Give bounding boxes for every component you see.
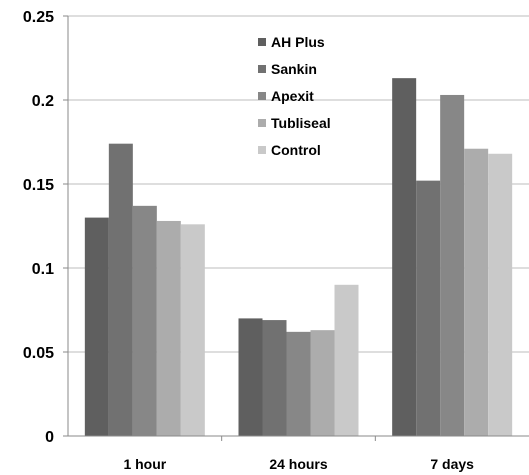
- bar: [84, 217, 109, 436]
- legend: AH Plus Sankin Apexit Tubliseal Control: [258, 34, 331, 158]
- bar: [334, 284, 359, 436]
- x-category-label: 7 days: [430, 456, 474, 472]
- y-tick-label: 0.1: [32, 261, 54, 278]
- legend-swatch: [258, 119, 266, 127]
- y-tick-label: 0: [45, 429, 54, 446]
- axes: [63, 15, 529, 441]
- y-tick-label: 0.2: [32, 93, 54, 110]
- bar: [416, 180, 441, 436]
- legend-label: Apexit: [271, 88, 314, 104]
- y-tick-label: 0.05: [23, 345, 54, 362]
- bar: [464, 148, 489, 436]
- bar: [156, 220, 181, 436]
- bar: [440, 94, 465, 437]
- y-tick-labels: 0 0.05 0.1 0.15 0.2 0.25: [23, 9, 54, 446]
- legend-label: AH Plus: [271, 34, 325, 50]
- bar: [392, 78, 417, 436]
- bar: [108, 143, 133, 436]
- legend-label: Tubliseal: [271, 115, 331, 131]
- bar: [310, 330, 335, 436]
- bars: [84, 78, 513, 437]
- legend-swatch: [258, 65, 266, 73]
- legend-swatch: [258, 92, 266, 100]
- bar: [488, 153, 513, 436]
- y-tick-label: 0.25: [23, 9, 54, 26]
- bar: [262, 320, 287, 436]
- legend-swatch: [258, 38, 266, 46]
- y-tick-label: 0.15: [23, 177, 54, 194]
- legend-label: Sankin: [271, 61, 317, 77]
- legend-swatch: [258, 146, 266, 154]
- bar: [132, 205, 157, 436]
- legend-label: Control: [271, 142, 321, 158]
- bar: [286, 331, 311, 436]
- bar: [238, 318, 263, 436]
- x-category-label: 24 hours: [269, 456, 328, 472]
- bar: [180, 224, 205, 436]
- x-category-label: 1 hour: [123, 456, 166, 472]
- x-category-labels: 1 hour 24 hours 7 days: [123, 456, 474, 472]
